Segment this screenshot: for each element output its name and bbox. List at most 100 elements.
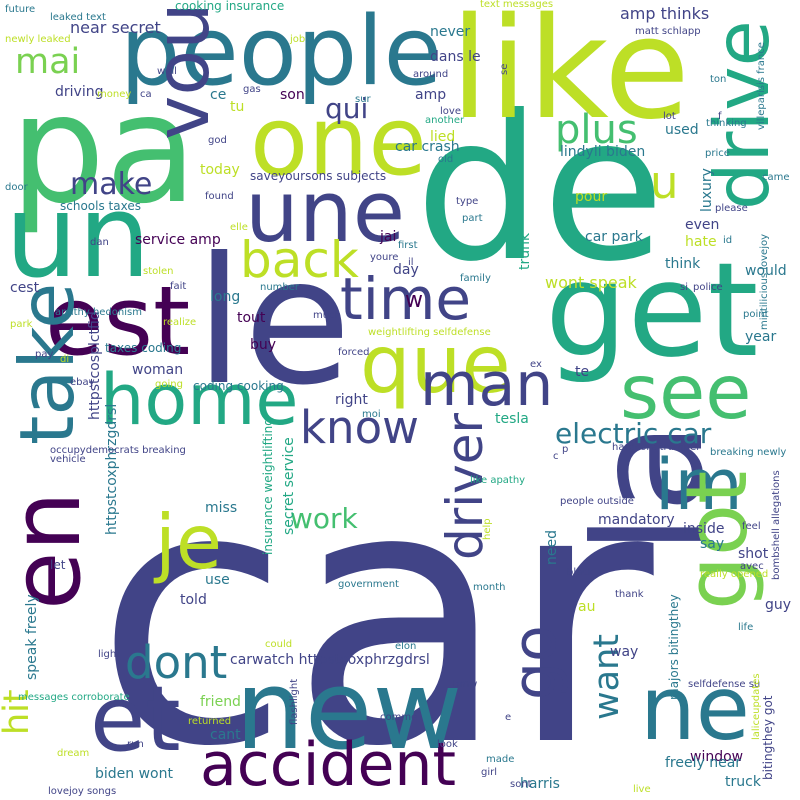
word-government: government (338, 579, 399, 590)
word-messages-corroborate: messages corroborate (18, 692, 130, 703)
word-youre: youre (370, 252, 399, 263)
word-even: even (685, 217, 720, 233)
word-lovejoy-songs: lovejoy songs (48, 786, 117, 797)
word-ca: ca (140, 89, 152, 100)
word-park: park (10, 319, 33, 330)
word-dans-le: dans le (430, 49, 481, 65)
word-buy: buy (250, 337, 277, 353)
word-bitingthey-got: bitingthey got (761, 695, 775, 781)
word-se: se (499, 63, 510, 75)
word-part: part (462, 213, 483, 224)
word-p: p (562, 444, 569, 455)
word-newly-leaked: newly leaked (5, 34, 71, 45)
word-httpstcoxphrzgdrsl: httpstcoxphrzgdrsl (104, 403, 120, 535)
word-help: help (482, 518, 493, 540)
word-comme: comme (380, 712, 418, 723)
word-made: made (486, 754, 515, 765)
word-text-messages: text messages (480, 0, 554, 10)
word-girl: girl (481, 767, 498, 778)
word-came: came (762, 172, 790, 183)
word-et: et (90, 667, 181, 772)
word-forced: forced (338, 347, 370, 358)
word-flashlight: flashlight (289, 678, 300, 725)
word-old: old (438, 154, 454, 165)
word-new: new (235, 646, 463, 774)
word-tout: tout (237, 310, 266, 326)
word-feel: feel (742, 521, 761, 532)
word-im: im (655, 444, 743, 526)
word-pa: pa (10, 63, 198, 237)
word-year: year (745, 329, 777, 345)
word-fait: fait (170, 281, 187, 292)
word-miss: miss (205, 500, 238, 516)
word-time: time (340, 265, 472, 333)
word-harris: harris (520, 776, 560, 792)
word-window: window (690, 749, 744, 765)
word-une: une (245, 163, 406, 262)
word-love: love (440, 106, 461, 117)
word-majors-bitingthey: majors bitingthey (667, 594, 681, 700)
word-que: que (360, 318, 511, 411)
word-cooking-insurance: cooking insurance (175, 0, 285, 13)
word-hardcore-trumper: hardcore trumper (612, 442, 701, 453)
word-get: get (545, 234, 759, 386)
word-speak-freely: speak freely (24, 594, 40, 680)
word-tu: tu (230, 99, 245, 115)
word-go: go (500, 625, 570, 700)
word-let: let (50, 558, 66, 572)
word-another: another (425, 115, 465, 126)
word-back: back (240, 231, 359, 289)
word-saveyoursons-subjects: saveyoursons subjects (250, 169, 387, 183)
word-je: je (155, 498, 222, 586)
word-httpstcosplctfid: httpstcosplctfid (87, 311, 103, 420)
word-ton: ton (710, 74, 727, 85)
word-future: future (5, 4, 36, 15)
word-really-opened: really opened (700, 569, 769, 580)
word-electric-car: electric car (555, 417, 712, 450)
word-c: c (553, 451, 559, 462)
word-home: home (100, 359, 299, 441)
word-taxes-coding: taxes coding (105, 341, 182, 355)
word-villeparisis-france: villeparisis france (756, 42, 767, 130)
word-luxury: luxury (699, 168, 715, 212)
word-w: w (405, 288, 423, 313)
word-occupydemocrats-breaking: occupydemocrats breaking (50, 445, 186, 456)
word-cest: cest (10, 280, 40, 296)
word-going: going (155, 379, 183, 390)
word-apathy-hedonism: apathy hedonism (55, 307, 142, 318)
word-truck: truck (725, 774, 761, 790)
word-dream: dream (57, 748, 90, 759)
word-sur: sur (355, 94, 371, 105)
word-en: en (0, 491, 102, 610)
word-il: il (408, 257, 414, 268)
word-lied: lied (430, 129, 456, 145)
word-car: car (95, 410, 654, 800)
word-service-amp: service amp (135, 232, 221, 248)
word-inside: inside (683, 521, 725, 537)
word-month: month (473, 582, 506, 593)
word-leaked-text: leaked text (50, 12, 106, 23)
word-make: make (70, 167, 153, 202)
word-price: price (705, 148, 730, 159)
word-di: di (60, 354, 70, 365)
word-around: around (413, 69, 449, 80)
word-bmw: bmw (453, 679, 478, 690)
word-door: door (5, 182, 28, 193)
word-job: job (290, 34, 306, 45)
word-u: u (650, 156, 679, 209)
word-man: man (420, 350, 554, 420)
word-breaking-newly: breaking newly (710, 447, 787, 458)
word-elon: elon (395, 641, 417, 652)
word-tesla: tesla (495, 411, 529, 427)
word-look: look (437, 739, 458, 750)
word-need: need (544, 530, 560, 565)
word-realize: realize (163, 317, 197, 328)
word-could: could (265, 639, 293, 650)
word-le: le (195, 221, 352, 424)
word-moi: moi (362, 409, 381, 420)
word-selfdefense-su: selfdefense su (688, 679, 761, 690)
word-laliceupdates: laliceupdates (751, 673, 762, 740)
word-f: f (718, 111, 722, 122)
word-carwatch-httpstcoxphrzgdrsl: carwatch httpstcoxphrzgdrsl (230, 652, 430, 668)
word-sont: sont (510, 779, 532, 790)
